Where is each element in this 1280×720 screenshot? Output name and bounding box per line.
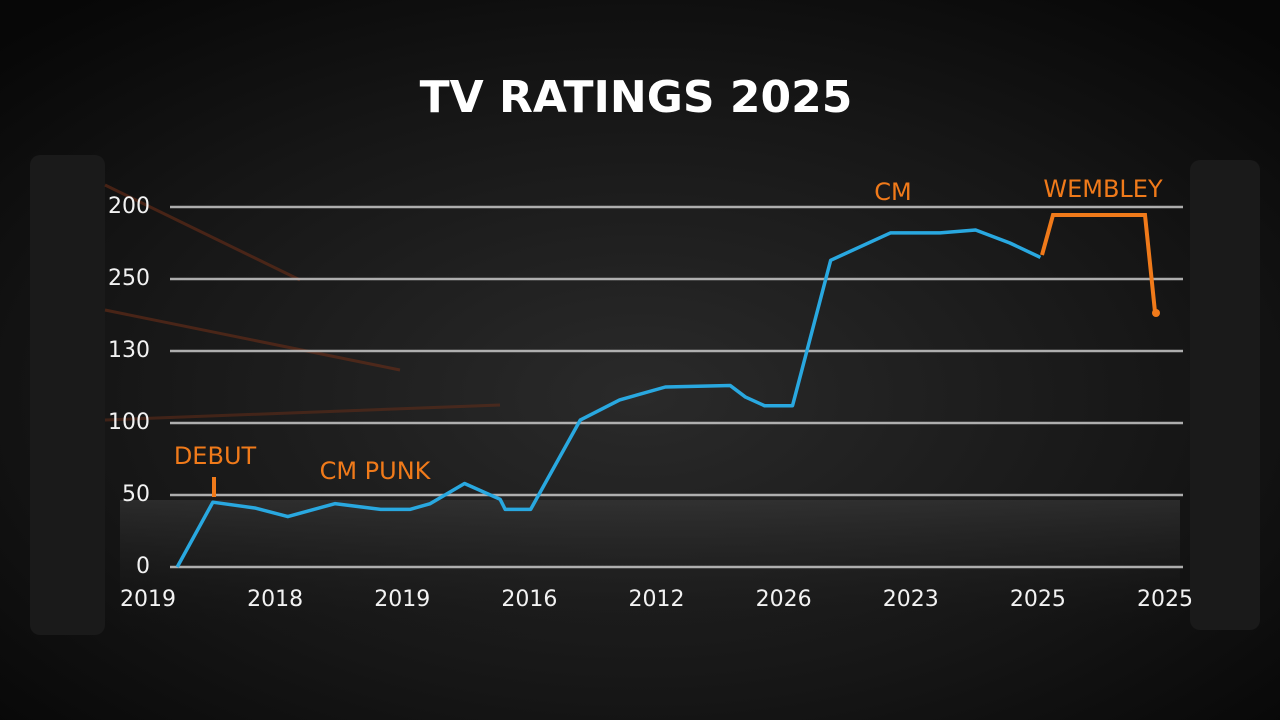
- x-tick-label: 2016: [501, 587, 557, 612]
- ring-post: [30, 155, 105, 635]
- ring-rope: [104, 183, 301, 282]
- ring-rope: [104, 308, 401, 372]
- annotation-bracket: [1040, 213, 1157, 313]
- x-tick-label: 2018: [247, 587, 303, 612]
- x-tick-label: 2025: [1010, 587, 1066, 612]
- y-tick-label: 100: [108, 410, 150, 435]
- ring-floor: [120, 500, 1180, 640]
- x-tick-label: 2025: [1137, 587, 1193, 612]
- y-tick-label: 50: [122, 482, 150, 507]
- x-tick-label: 2012: [629, 587, 685, 612]
- y-tick-label: 130: [108, 338, 150, 363]
- x-tick-label: 2026: [756, 587, 812, 612]
- annotation-dot: [1152, 309, 1160, 317]
- data-line: [175, 228, 1042, 568]
- ring-post: [1190, 160, 1260, 630]
- x-tick-label: 2023: [883, 587, 939, 612]
- y-tick-label: 250: [108, 266, 150, 291]
- chart-title: TV RATINGS 2025: [420, 72, 853, 123]
- annotation: WEMBLEY: [1043, 175, 1163, 203]
- ring-rope: [104, 403, 501, 422]
- annotation: CM: [874, 178, 911, 206]
- annotation: CM PUNK: [320, 457, 432, 485]
- annotation: DEBUT: [174, 442, 257, 470]
- x-tick-label: 2019: [374, 587, 430, 612]
- y-tick-label: 200: [108, 194, 150, 219]
- x-tick-label: 2019: [120, 587, 176, 612]
- y-tick-label: 0: [136, 554, 150, 579]
